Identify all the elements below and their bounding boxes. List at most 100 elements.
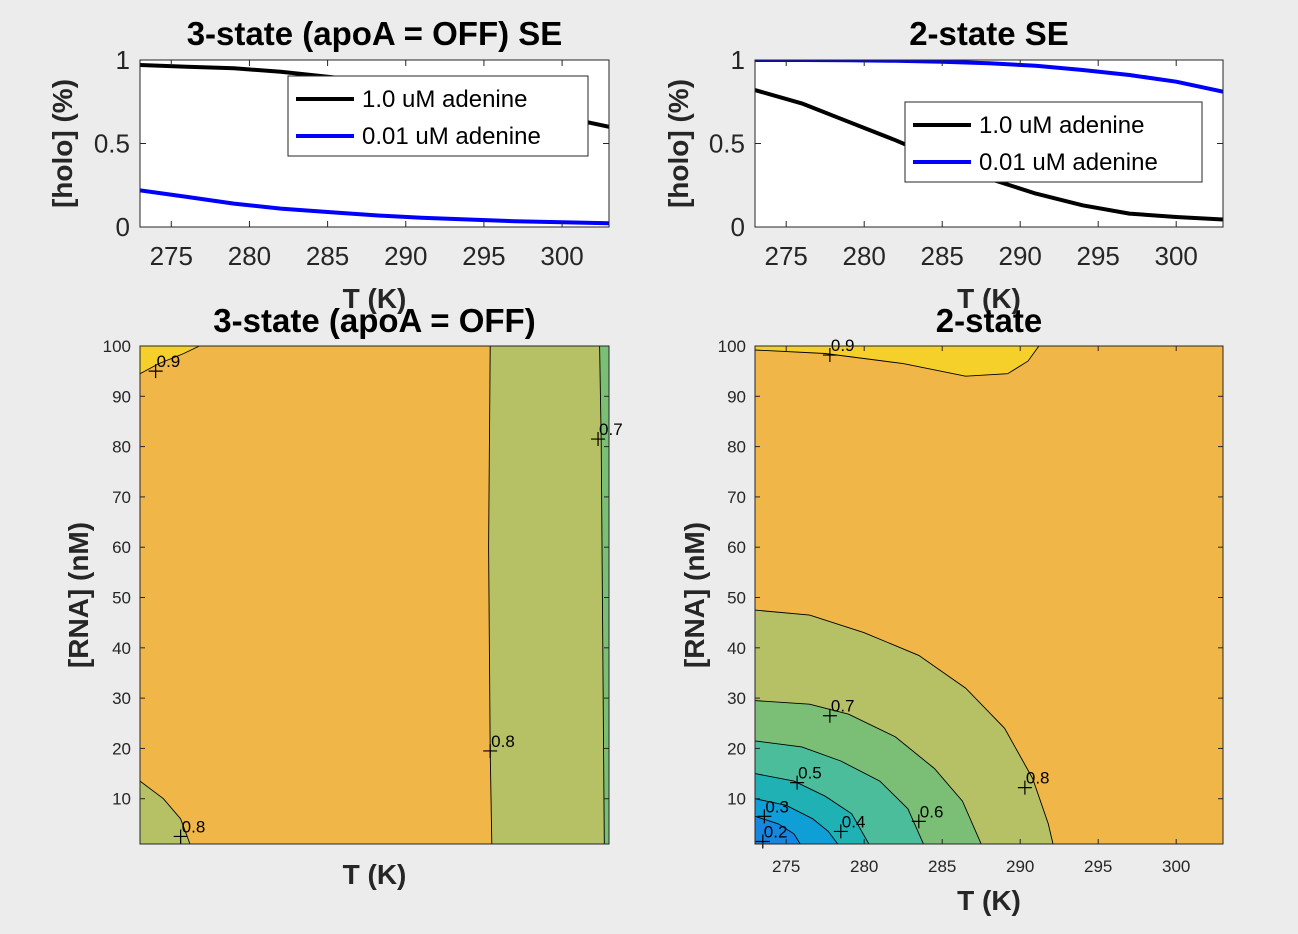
y-tick-label: 40: [112, 639, 131, 658]
y-axis-label: [holo] (%): [47, 79, 78, 208]
x-tick-label: 280: [228, 241, 271, 271]
contour-line: [140, 780, 191, 844]
x-tick-label: 295: [1084, 857, 1112, 876]
y-tick-label: 10: [727, 790, 746, 809]
contour-line: [755, 773, 870, 844]
y-tick-label: 80: [727, 438, 746, 457]
contour-label-marker: [755, 834, 770, 849]
contour-label-marker: [173, 829, 188, 844]
x-tick-label: 275: [765, 241, 808, 271]
x-tick-label: 290: [384, 241, 427, 271]
chart-title: 3-state (apoA = OFF) SE: [187, 15, 563, 52]
contour-line: [755, 740, 924, 844]
contour-label-marker: [911, 814, 926, 829]
series-line-1: [140, 188, 609, 226]
contour-line: [755, 798, 839, 844]
x-axis-label: T (K): [343, 283, 407, 314]
x-tick-label: 285: [921, 241, 964, 271]
x-tick-label: 285: [306, 241, 349, 271]
x-tick-label: 300: [1155, 241, 1198, 271]
contour-label: 0.8: [182, 817, 206, 836]
y-axis-label: [holo] (%): [663, 79, 694, 208]
contour-label-marker: [822, 348, 837, 363]
y-tick-label: 100: [718, 337, 746, 356]
legend-entry-0: 1.0 uM adenine: [362, 86, 527, 113]
contour-label: 0.6: [920, 802, 944, 821]
contour-label: 0.7: [599, 420, 623, 439]
x-tick-label: 275: [772, 857, 800, 876]
x-tick-label: 300: [540, 241, 583, 271]
x-axis-label: T (K): [343, 859, 407, 890]
y-tick-label: 50: [727, 589, 746, 608]
x-tick-label: 295: [1077, 241, 1120, 271]
y-tick-label: 70: [112, 488, 131, 507]
contour-label: 0.4: [842, 812, 866, 831]
y-tick-label: 100: [103, 337, 131, 356]
y-tick-label: 80: [112, 438, 131, 457]
axes-box: [754, 345, 1224, 845]
y-tick-label: 0: [116, 212, 130, 242]
contour-line: [488, 346, 493, 844]
plot-content: [755, 346, 1054, 844]
x-tick-label: 280: [850, 857, 878, 876]
y-tick-label: 30: [727, 689, 746, 708]
contour-label: 0.8: [491, 732, 515, 751]
chart-title: 2-state SE: [909, 15, 1069, 52]
legend-entry-1: 0.01 uM adenine: [979, 149, 1158, 176]
y-tick-label: 0: [731, 212, 745, 242]
x-tick-label: 295: [462, 241, 505, 271]
contour-line: [755, 815, 801, 844]
legend-entry-1: 0.01 uM adenine: [362, 123, 541, 150]
x-tick-label: 280: [843, 241, 886, 271]
y-tick-label: 30: [112, 689, 131, 708]
y-tick-label: 40: [727, 639, 746, 658]
chart-br: 0.90.70.50.30.20.40.60.81020304050607080…: [679, 302, 1224, 916]
contour-label-marker: [833, 824, 848, 839]
chart-bl: 0.9 0.8 0.8 0.7 10 20 30 40 50 60 70 80 90 100 T (K) [R…: [63, 302, 623, 890]
contour-label: 0.5: [798, 764, 822, 783]
y-tick-label: 70: [727, 488, 746, 507]
x-axis-label: T (K): [957, 885, 1021, 916]
contour-label: 0.7: [831, 697, 855, 716]
contour-label-marker: [822, 708, 837, 723]
contour-label: 0.9: [157, 352, 181, 371]
x-tick-label: 275: [150, 241, 193, 271]
contour-line: [755, 700, 982, 844]
contour-label-marker: [757, 809, 772, 824]
contour-line: [140, 346, 200, 375]
y-tick-label: 20: [727, 739, 746, 758]
x-tick-label: 285: [928, 857, 956, 876]
contour-region-blue: [755, 816, 801, 844]
y-axis-label: [RNA] (nM): [679, 522, 710, 668]
contour-region-olive: [488, 346, 605, 844]
y-tick-label: 1: [731, 45, 745, 75]
chart-title: 3-state (apoA = OFF): [213, 302, 535, 339]
y-tick-label: 20: [112, 739, 131, 758]
x-axis-label: T (K): [957, 283, 1021, 314]
contour-label: 0.8: [1026, 769, 1050, 788]
y-tick-label: 90: [112, 387, 131, 406]
legend-box: [287, 75, 589, 157]
x-tick-label: 300: [1162, 857, 1190, 876]
x-tick-label: 290: [1006, 857, 1034, 876]
contour-line: [599, 346, 605, 844]
y-tick-label: 90: [727, 387, 746, 406]
contour-label-marker: [148, 364, 163, 379]
y-tick-label: 60: [727, 538, 746, 557]
legend-entry-0: 1.0 uM adenine: [979, 112, 1144, 139]
contour-region-green: [599, 346, 609, 844]
contour-line: [755, 609, 1054, 844]
x-tick-label: 290: [999, 241, 1042, 271]
contour-label: 0.2: [764, 822, 788, 841]
contour-line: [755, 346, 1040, 377]
contour-label-marker: [591, 432, 606, 447]
chart-tr: 0 0.5 1 275 280 285 290 295 300 T (K) [holo] (%) 2-…: [663, 15, 1224, 314]
contour-label-marker: [483, 743, 498, 758]
contour-label-marker: [790, 775, 805, 790]
y-axis-label: [RNA] (nM): [63, 522, 94, 668]
contour-label: 0.3: [765, 797, 789, 816]
legend-box: [904, 101, 1203, 183]
y-tick-label: 1: [116, 45, 130, 75]
